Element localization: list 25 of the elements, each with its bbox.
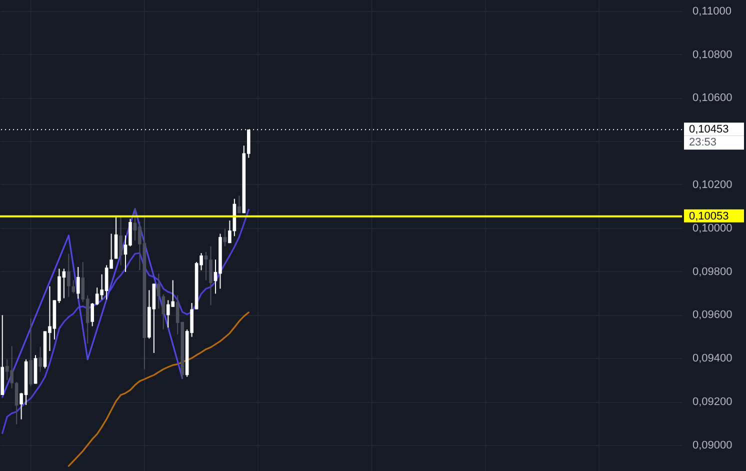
text: 23:53 (689, 136, 717, 149)
y-tick-label: 0,11000 (692, 5, 732, 18)
candlestick (209, 246, 212, 306)
y-tick-label: 0,09800 (692, 266, 732, 278)
line-series (2, 208, 184, 398)
y-tick-label: 0,10000 (692, 222, 732, 234)
y-tick-label: 0,09400 (692, 352, 732, 365)
y-tick-label: 0,09000 (692, 439, 732, 452)
candlestick (38, 346, 42, 372)
y-tick-label: 0,10600 (692, 92, 732, 104)
candlestick (67, 253, 70, 298)
line-series (2, 208, 250, 434)
candlestick (157, 273, 160, 310)
y-tick-label: 0,09600 (692, 309, 732, 322)
candlestick (238, 195, 241, 214)
candlestick (119, 216, 122, 266)
ref-line-label: 0,10453 (689, 124, 729, 136)
y-tick-label: 0,09200 (692, 396, 732, 408)
ref-line-label: 0,10053 (689, 210, 729, 222)
y-tick-label: 0,10200 (692, 178, 732, 191)
candlestick (76, 266, 80, 300)
line-series (68, 312, 250, 467)
y-tick-label: 0,10800 (692, 48, 732, 61)
candlestick (223, 228, 227, 247)
candlestick (162, 294, 166, 330)
